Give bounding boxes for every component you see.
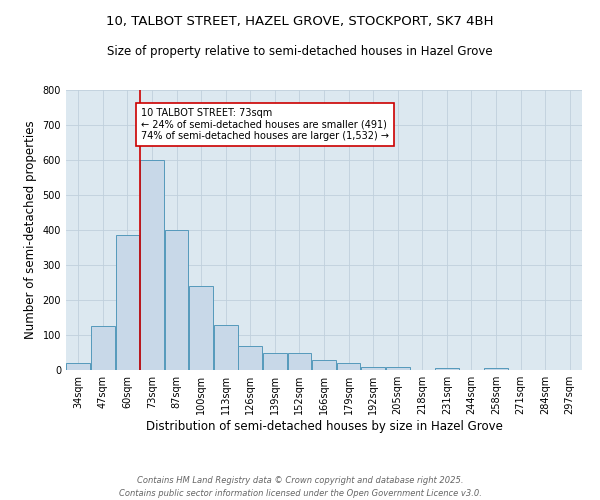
Bar <box>140 160 164 370</box>
Bar <box>164 230 188 370</box>
Text: Contains HM Land Registry data © Crown copyright and database right 2025.
Contai: Contains HM Land Registry data © Crown c… <box>119 476 481 498</box>
Bar <box>386 367 410 370</box>
Bar <box>312 360 336 370</box>
Text: 10 TALBOT STREET: 73sqm
← 24% of semi-detached houses are smaller (491)
74% of s: 10 TALBOT STREET: 73sqm ← 24% of semi-de… <box>141 108 389 140</box>
Bar <box>484 368 508 370</box>
Text: Size of property relative to semi-detached houses in Hazel Grove: Size of property relative to semi-detach… <box>107 45 493 58</box>
Bar <box>238 346 262 370</box>
Bar <box>435 368 459 370</box>
Bar <box>91 326 115 370</box>
Bar <box>189 286 213 370</box>
Bar <box>263 352 287 370</box>
X-axis label: Distribution of semi-detached houses by size in Hazel Grove: Distribution of semi-detached houses by … <box>146 420 502 433</box>
Bar <box>116 236 139 370</box>
Y-axis label: Number of semi-detached properties: Number of semi-detached properties <box>24 120 37 340</box>
Bar <box>214 324 238 370</box>
Bar <box>67 363 90 370</box>
Bar <box>361 367 385 370</box>
Bar <box>287 352 311 370</box>
Text: 10, TALBOT STREET, HAZEL GROVE, STOCKPORT, SK7 4BH: 10, TALBOT STREET, HAZEL GROVE, STOCKPOR… <box>106 15 494 28</box>
Bar <box>337 363 361 370</box>
